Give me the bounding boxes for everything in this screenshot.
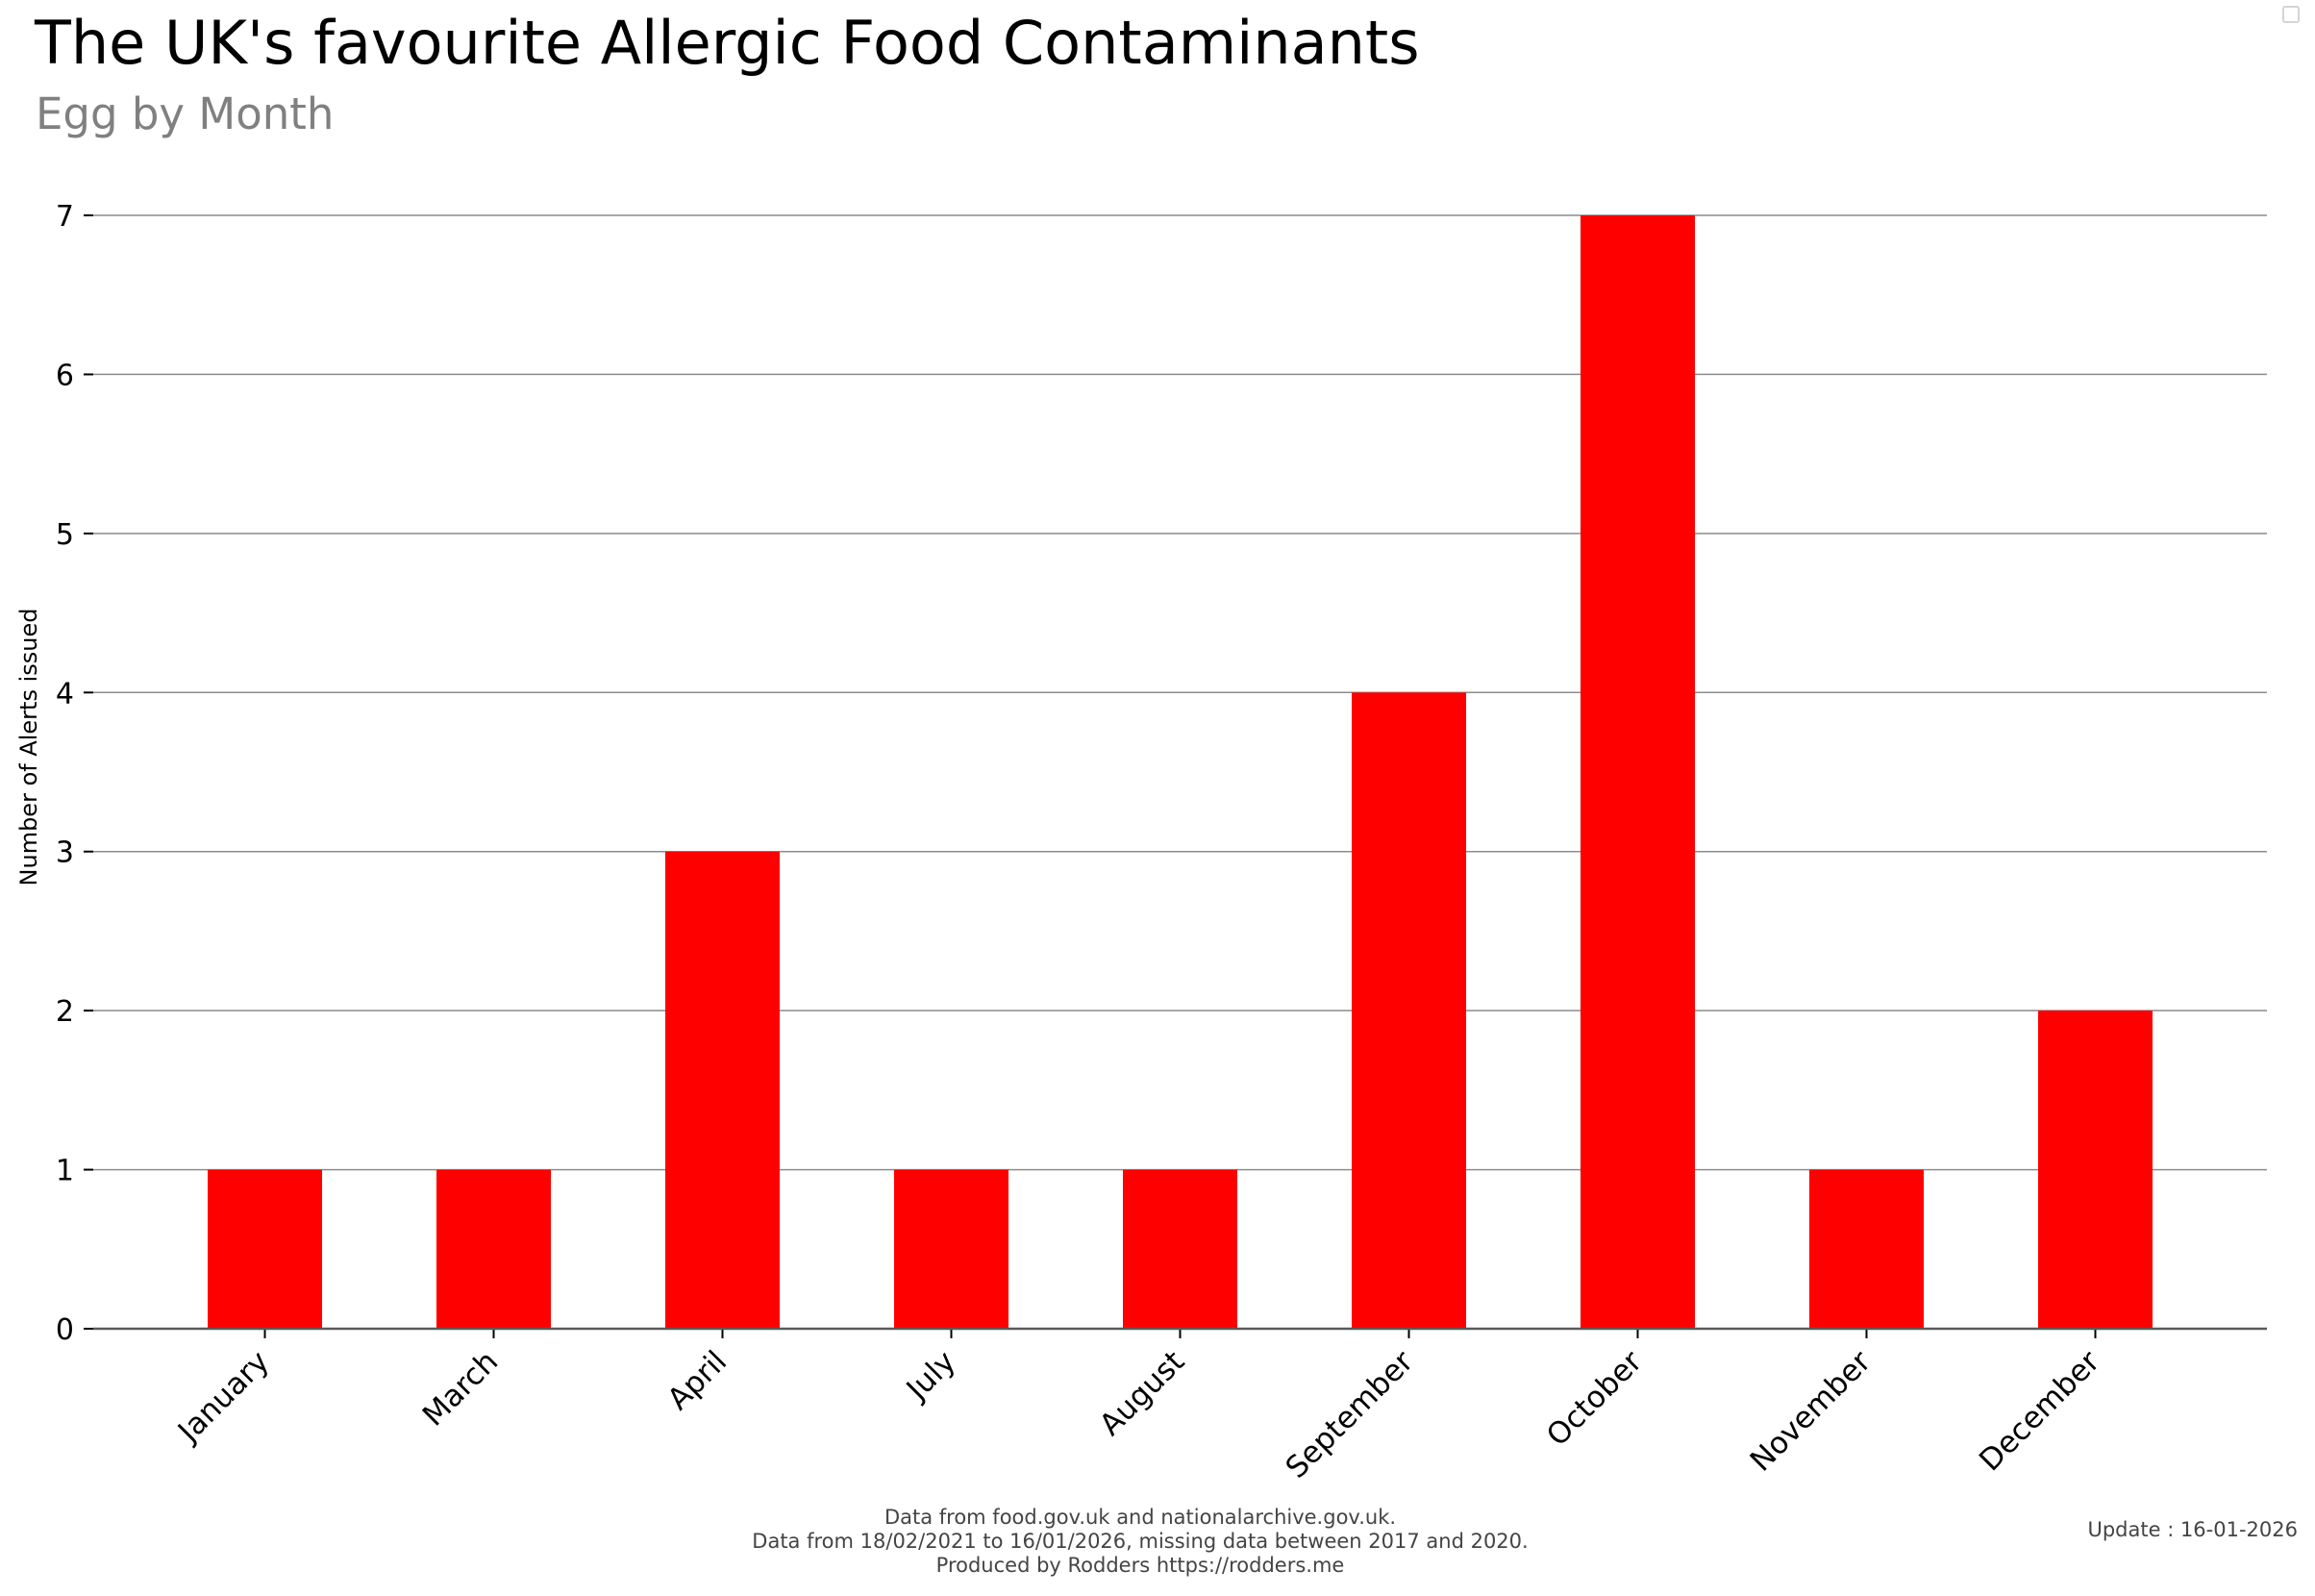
- x-tick-label: November: [1744, 1344, 1879, 1479]
- footer-source-line-2: Data from 18/02/2021 to 16/01/2026, miss…: [752, 1530, 1529, 1553]
- chart-subtitle: Egg by Month: [36, 88, 335, 139]
- bar-august[interactable]: [1123, 1169, 1237, 1329]
- update-date: Update : 16-01-2026: [2087, 1518, 2298, 1541]
- axes: [84, 214, 2267, 1338]
- x-tick-label: August: [1093, 1344, 1191, 1442]
- y-tick-label: 6: [56, 359, 74, 392]
- bar-march[interactable]: [436, 1169, 551, 1329]
- x-tick-label: April: [661, 1344, 734, 1417]
- y-tick-label: 5: [56, 518, 74, 552]
- y-tick-label: 4: [56, 677, 74, 711]
- bar-april[interactable]: [665, 851, 780, 1329]
- bar-january[interactable]: [208, 1169, 322, 1329]
- x-tick-label: September: [1280, 1344, 1421, 1485]
- y-tick-label: 2: [56, 995, 74, 1029]
- chart-title: The UK's favourite Allergic Food Contami…: [35, 8, 1420, 78]
- x-tick-label: October: [1540, 1344, 1649, 1453]
- x-tick-label: December: [1973, 1344, 2106, 1478]
- gridlines: [93, 214, 2267, 1171]
- footer-source-line-1: Data from food.gov.uk and nationalarchiv…: [884, 1506, 1397, 1529]
- x-tick-labels: January March April July August September Octo…: [170, 1344, 2106, 1485]
- bar-november[interactable]: [1809, 1169, 1924, 1329]
- bar-july[interactable]: [894, 1169, 1008, 1329]
- legend-toggle-box[interactable]: [2282, 6, 2300, 23]
- y-tick-label: 1: [56, 1155, 74, 1188]
- y-tick-label: 7: [56, 200, 74, 234]
- bar-september[interactable]: [1352, 692, 1466, 1329]
- bar-october[interactable]: [1581, 215, 1695, 1329]
- x-tick-label: July: [899, 1344, 962, 1408]
- x-tick-label: March: [416, 1344, 505, 1433]
- y-tick-labels: 0 1 2 3 4 5 6 7: [56, 200, 74, 1347]
- y-axis-label: Number of Alerts issued: [15, 609, 42, 886]
- footer-source-line-3: Produced by Rodders https://rodders.me: [935, 1554, 1345, 1577]
- y-tick-label: 0: [56, 1313, 74, 1347]
- bars: [208, 215, 2153, 1329]
- bar-december[interactable]: [2038, 1010, 2153, 1329]
- x-tick-label: January: [170, 1344, 276, 1450]
- y-tick-label: 3: [56, 836, 74, 870]
